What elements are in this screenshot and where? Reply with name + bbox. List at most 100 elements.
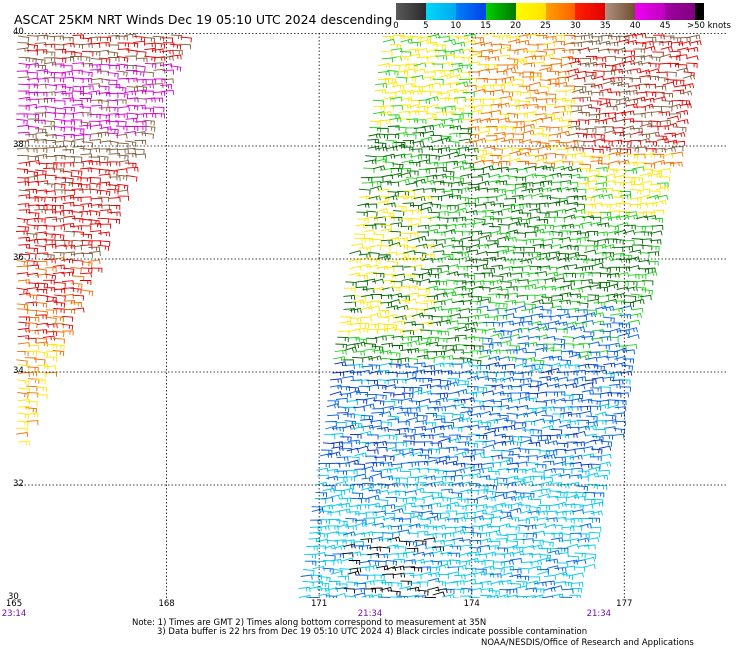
wind-barb [546, 391, 558, 397]
wind-barb [45, 216, 58, 222]
wind-barb [420, 449, 432, 455]
wind-barb [442, 170, 455, 177]
wind-barb [567, 307, 580, 313]
wind-barb [556, 199, 569, 205]
wind-barb [457, 448, 469, 454]
wind-barb [115, 168, 128, 174]
wind-barb [641, 168, 653, 174]
wind-barb [626, 98, 639, 104]
wind-barb [586, 245, 598, 251]
wind-barb [540, 65, 553, 71]
wind-barb [403, 321, 417, 327]
wind-barb [439, 497, 451, 503]
wind-barb [375, 394, 387, 401]
wind-barb [542, 580, 555, 586]
wind-barb [379, 349, 392, 355]
wind-barb [614, 406, 627, 412]
wind-barb [586, 231, 599, 237]
wind-barb [635, 215, 649, 221]
wind-barb [453, 153, 467, 159]
wind-barb [611, 246, 624, 252]
wind-barb [428, 82, 441, 88]
wind-barb [568, 48, 581, 54]
wind-barb [517, 160, 530, 166]
wind-barb [70, 182, 83, 188]
wind-barb [61, 315, 74, 322]
wind-barb [437, 573, 449, 580]
wind-barb [402, 572, 415, 578]
wind-barb [479, 537, 492, 543]
wind-barb [491, 35, 504, 41]
wind-barb [337, 336, 349, 343]
wind-barb [448, 307, 461, 313]
wind-barb [394, 505, 407, 511]
wind-barb [410, 148, 423, 154]
wind-barb [534, 174, 546, 180]
wind-barb [390, 406, 403, 412]
wind-barb [44, 196, 57, 203]
wind-barb [447, 378, 460, 384]
wind-barb [585, 55, 598, 61]
wind-barb [470, 420, 483, 426]
wind-barb [308, 537, 321, 543]
wind-barb [441, 482, 454, 488]
wind-barb [350, 497, 363, 504]
wind-barb [394, 378, 407, 384]
wind-barb [547, 70, 560, 76]
wind-barb [372, 272, 385, 279]
wind-barb [124, 130, 137, 137]
wind-barb [379, 362, 392, 368]
wind-barb [509, 573, 522, 579]
wind-barb [647, 260, 659, 266]
wind-barb [424, 187, 437, 193]
wind-barb [442, 588, 455, 595]
wind-barb [386, 260, 399, 267]
wind-barb [378, 411, 392, 417]
wind-barb [27, 125, 40, 133]
wind-barb [392, 163, 404, 170]
wind-barb [558, 299, 571, 305]
wind-barb [391, 335, 404, 341]
wind-barb [563, 99, 576, 105]
wind-barb [117, 154, 129, 161]
wind-barb [454, 216, 467, 222]
wind-barb [621, 364, 633, 371]
wind-barb [401, 146, 414, 152]
wind-barb [347, 570, 360, 576]
wind-barb [534, 106, 547, 112]
wind-barb [107, 44, 120, 50]
wind-barb [424, 117, 437, 123]
wind-barb-map[interactable] [14, 33, 726, 598]
wind-barb [510, 557, 523, 564]
wind-barb [630, 120, 643, 126]
wind-barb [616, 286, 629, 292]
wind-barb [587, 294, 599, 300]
wind-barb [89, 138, 102, 144]
wind-barb [380, 524, 393, 530]
wind-barb [366, 264, 379, 270]
wind-barb [44, 133, 57, 139]
wind-barb [17, 154, 29, 161]
wind-barb [360, 531, 374, 537]
wind-barb [368, 195, 381, 201]
wind-barb [556, 309, 569, 315]
wind-barb [472, 37, 484, 43]
wind-barb [535, 334, 549, 340]
wind-barb [585, 179, 598, 185]
wind-barb [522, 429, 534, 435]
wind-barb [604, 414, 617, 421]
wind-barb [589, 216, 602, 222]
wind-barb [35, 224, 48, 230]
wind-barb [633, 280, 645, 286]
wind-barb [555, 272, 568, 278]
wind-barb [538, 212, 550, 218]
wind-barb [16, 118, 28, 125]
wind-barb [416, 56, 429, 62]
wind-barb [88, 42, 101, 48]
wind-barb [577, 182, 590, 188]
wind-barb [339, 320, 352, 326]
wind-barb [538, 488, 551, 494]
wind-barb [387, 191, 399, 197]
wind-barb [335, 421, 347, 428]
wind-barb [599, 101, 612, 107]
